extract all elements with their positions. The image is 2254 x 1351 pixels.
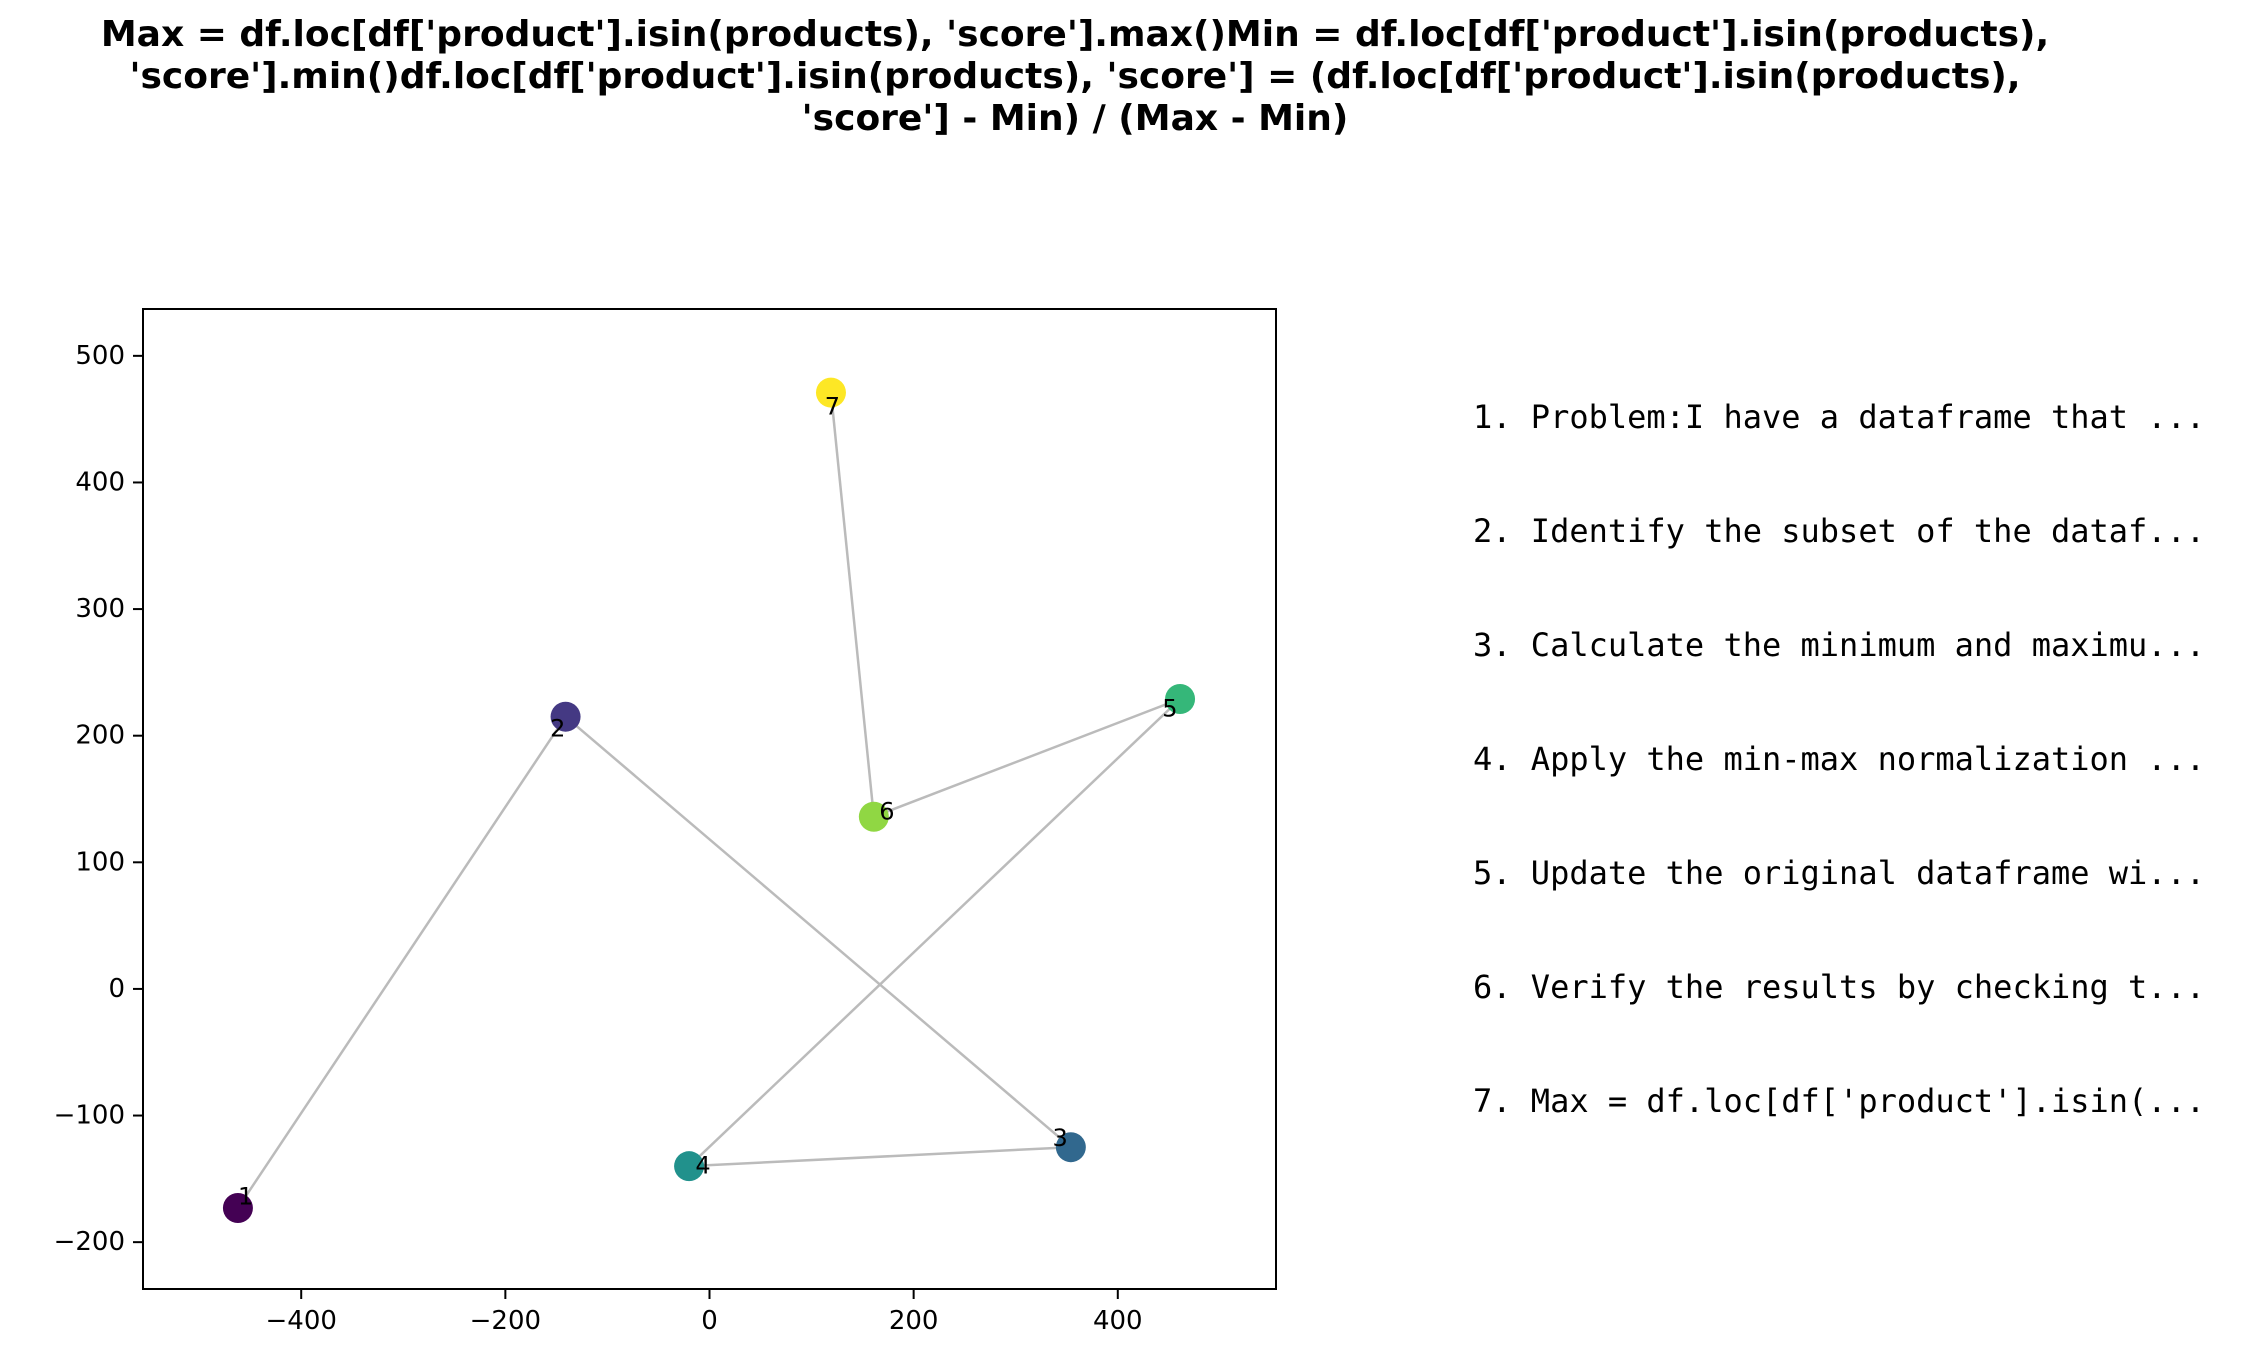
point-label: 7 bbox=[825, 392, 840, 420]
point-label: 1 bbox=[238, 1182, 253, 1210]
point-label: 4 bbox=[695, 1151, 710, 1179]
connector-line-3-4 bbox=[689, 1145, 1071, 1168]
step-item: 3. Calculate the minimum and maximu... bbox=[1473, 626, 2206, 664]
chart-title-line-2: 'score'].min()df.loc[df['product'].isin(… bbox=[129, 56, 2021, 97]
point-label: 6 bbox=[879, 798, 894, 826]
chart-title-line-1: Max = df.loc[df['product'].isin(products… bbox=[100, 14, 2050, 55]
x-tick-label: 400 bbox=[1093, 1306, 1143, 1336]
connecting-lines bbox=[236, 392, 1181, 1209]
x-tick-label: 200 bbox=[889, 1306, 939, 1336]
data-point-2 bbox=[550, 701, 581, 732]
data-point-1 bbox=[222, 1192, 253, 1223]
point-labels: 1 2 3 4 5 6 7 bbox=[238, 392, 1177, 1210]
x-tick-label: −200 bbox=[470, 1306, 541, 1336]
data-point-7 bbox=[815, 377, 846, 408]
connector-line-1-2 bbox=[236, 716, 567, 1209]
y-tick-label: 200 bbox=[75, 721, 125, 751]
data-points bbox=[222, 377, 1196, 1223]
point-label: 3 bbox=[1053, 1124, 1068, 1152]
connector-line-5-6 bbox=[873, 697, 1181, 818]
connector-line-4-5 bbox=[688, 698, 1181, 1168]
data-point-4 bbox=[674, 1151, 705, 1182]
step-item: 6. Verify the results by checking t... bbox=[1473, 968, 2206, 1006]
y-tick-label: −200 bbox=[54, 1227, 125, 1257]
chart-title-line-3: 'score'] - Min) / (Max - Min) bbox=[801, 98, 1349, 139]
y-tick-label: 100 bbox=[75, 847, 125, 877]
step-item: 4. Apply the min-max normalization ... bbox=[1473, 740, 2206, 778]
y-tick-label: −100 bbox=[54, 1101, 125, 1131]
steps-list: 1. Problem:I have a dataframe that ... 2… bbox=[1473, 322, 2205, 1158]
y-tick-label: 0 bbox=[108, 974, 125, 1004]
point-label: 2 bbox=[550, 714, 565, 742]
plot-frame bbox=[142, 308, 1277, 1290]
y-tick-label: 500 bbox=[75, 341, 125, 371]
step-item: 2. Identify the subset of the dataf... bbox=[1473, 512, 2206, 550]
step-item: 7. Max = df.loc[df['product'].isin(... bbox=[1473, 1082, 2206, 1120]
connector-line-2-3 bbox=[564, 715, 1072, 1149]
chart-title: Max = df.loc[df['product'].isin(products… bbox=[0, 14, 2150, 140]
x-tick-label: −400 bbox=[266, 1306, 337, 1336]
x-tick-label: 0 bbox=[701, 1306, 718, 1336]
data-point-6 bbox=[858, 801, 889, 832]
data-point-5 bbox=[1165, 683, 1196, 714]
step-item: 5. Update the original dataframe wi... bbox=[1473, 854, 2206, 892]
y-tick-label: 400 bbox=[75, 467, 125, 497]
y-tick-label: 300 bbox=[75, 594, 125, 624]
point-label: 5 bbox=[1162, 695, 1177, 723]
x-axis: −400 −200 0 200 400 bbox=[266, 1289, 1143, 1336]
y-axis: −200 −100 0 100 200 300 400 500 bbox=[54, 341, 143, 1257]
connector-line-6-7 bbox=[829, 392, 876, 817]
step-item: 1. Problem:I have a dataframe that ... bbox=[1473, 398, 2206, 436]
data-point-3 bbox=[1055, 1132, 1086, 1163]
